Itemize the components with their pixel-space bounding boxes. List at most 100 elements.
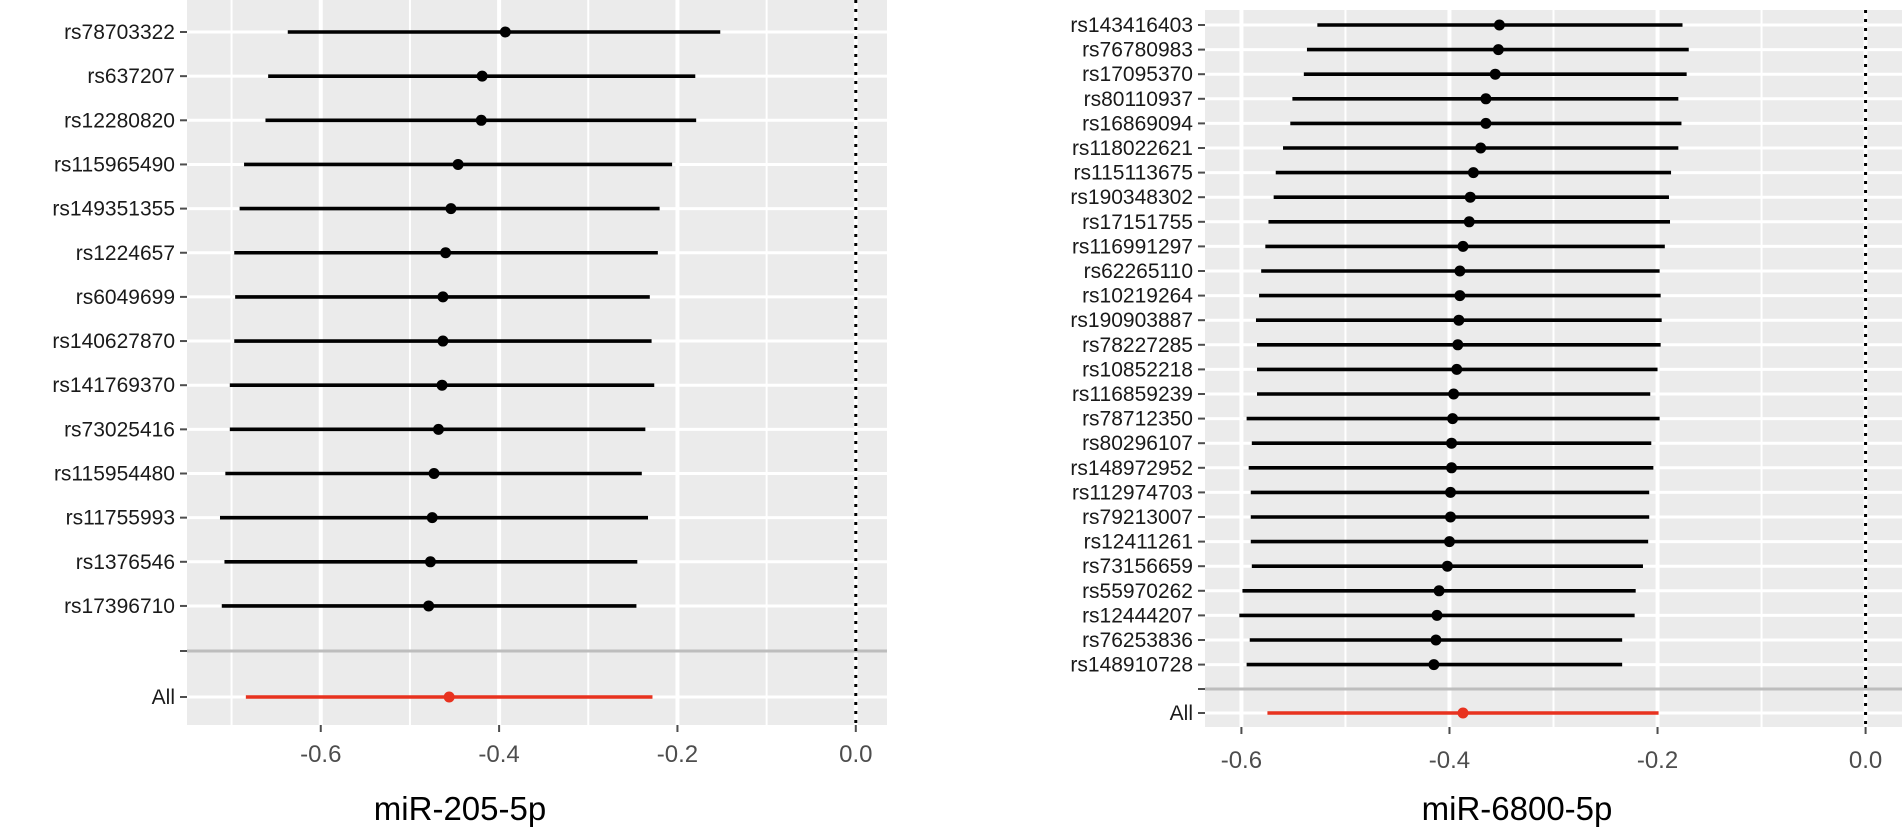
summary-label: All bbox=[152, 686, 175, 709]
snp-label: rs80296107 bbox=[1082, 432, 1193, 455]
x-tick-label: -0.2 bbox=[1637, 747, 1678, 774]
snp-label: rs115113675 bbox=[1074, 162, 1194, 185]
x-tick-label: -0.4 bbox=[478, 741, 519, 768]
snp-label: rs190903887 bbox=[1070, 309, 1193, 332]
snp-label: rs116859239 bbox=[1072, 383, 1193, 406]
snp-label: rs141769370 bbox=[52, 374, 175, 397]
snp-estimate-point bbox=[445, 203, 457, 215]
snp-estimate-point bbox=[1441, 560, 1453, 572]
snp-label: rs79213007 bbox=[1082, 506, 1193, 529]
snp-estimate-point bbox=[440, 247, 452, 259]
snp-label: rs115954480 bbox=[54, 463, 175, 486]
snp-label: rs78703322 bbox=[64, 21, 175, 44]
snp-estimate-point bbox=[1446, 437, 1458, 449]
forest-panel-2: rs143416403rs76780983rs17095370rs8011093… bbox=[1070, 10, 1902, 827]
x-tick-label: -0.2 bbox=[657, 741, 698, 768]
snp-estimate-point bbox=[1428, 659, 1440, 671]
snp-label: rs148910728 bbox=[1070, 654, 1193, 677]
snp-estimate-point bbox=[1489, 68, 1501, 80]
snp-estimate-point bbox=[1457, 240, 1469, 252]
snp-label: rs1224657 bbox=[76, 242, 175, 265]
snp-estimate-point bbox=[1480, 93, 1492, 105]
snp-label: rs10852218 bbox=[1082, 358, 1193, 381]
snp-estimate-point bbox=[426, 512, 438, 524]
snp-label: rs143416403 bbox=[1070, 14, 1193, 37]
snp-estimate-point bbox=[1454, 265, 1466, 277]
snp-label: rs115965490 bbox=[54, 153, 175, 176]
snp-label: rs76253836 bbox=[1082, 629, 1193, 652]
snp-estimate-point bbox=[1431, 609, 1443, 621]
snp-label: rs78712350 bbox=[1082, 408, 1193, 431]
snp-label: rs116991297 bbox=[1072, 235, 1193, 258]
forest-panel-1: rs78703322 rs637207 rs12280820 rs115965490 r… bbox=[52, 0, 887, 827]
snp-estimate-point bbox=[1448, 388, 1460, 400]
snp-estimate-point bbox=[1464, 191, 1476, 203]
snp-estimate-point bbox=[428, 468, 440, 479]
snp-estimate-point bbox=[1480, 117, 1492, 129]
snp-estimate-point bbox=[452, 158, 464, 170]
snp-estimate-point bbox=[1467, 167, 1479, 179]
x-tick-label: -0.4 bbox=[1429, 747, 1470, 774]
snp-estimate-point bbox=[1453, 314, 1465, 326]
snp-estimate-point bbox=[436, 379, 448, 391]
snp-estimate-point bbox=[1430, 634, 1442, 646]
snp-label: rs118022621 bbox=[1072, 137, 1193, 160]
snp-label: rs73025416 bbox=[64, 418, 175, 441]
snp-label: rs1376546 bbox=[76, 551, 175, 574]
snp-estimate-point bbox=[423, 600, 435, 612]
snp-label: rs76780983 bbox=[1082, 39, 1193, 62]
snp-label: rs148972952 bbox=[1070, 457, 1193, 480]
snp-label: rs12444207 bbox=[1082, 604, 1193, 627]
summary-estimate-point bbox=[443, 691, 455, 703]
x-tick-label: -0.6 bbox=[300, 741, 341, 768]
snp-label: rs637207 bbox=[87, 65, 175, 88]
snp-label: rs149351355 bbox=[52, 198, 175, 221]
x-tick-label: -0.6 bbox=[1221, 747, 1262, 774]
snp-label: rs140627870 bbox=[52, 330, 175, 353]
snp-label: rs62265110 bbox=[1084, 260, 1193, 283]
x-tick-label: 0.0 bbox=[839, 741, 872, 768]
summary-label: All bbox=[1170, 702, 1193, 725]
plot-panel-background bbox=[187, 0, 887, 725]
snp-estimate-point bbox=[437, 291, 449, 303]
snp-estimate-point bbox=[1463, 216, 1475, 228]
snp-estimate-point bbox=[476, 70, 488, 82]
snp-label: rs73156659 bbox=[1082, 555, 1193, 578]
snp-estimate-point bbox=[1475, 142, 1487, 154]
snp-estimate-point bbox=[499, 26, 511, 38]
snp-estimate-point bbox=[1445, 486, 1457, 498]
snp-label: rs112974703 bbox=[1072, 481, 1193, 504]
snp-label: rs12411261 bbox=[1084, 531, 1193, 554]
x-axis-title: miR-205-5p bbox=[374, 790, 546, 827]
snp-label: rs11755993 bbox=[66, 507, 175, 530]
x-axis-title: miR-6800-5p bbox=[1422, 790, 1613, 827]
snp-label: rs17151755 bbox=[1082, 211, 1193, 234]
snp-estimate-point bbox=[1452, 339, 1464, 351]
snp-label: rs80110937 bbox=[1084, 88, 1193, 111]
snp-label: rs78227285 bbox=[1082, 334, 1193, 357]
snp-estimate-point bbox=[432, 423, 444, 435]
snp-label: rs190348302 bbox=[1070, 186, 1193, 209]
snp-label: rs6049699 bbox=[76, 286, 175, 309]
snp-estimate-point bbox=[1447, 413, 1459, 425]
snp-label: rs10219264 bbox=[1082, 285, 1193, 308]
snp-estimate-point bbox=[1446, 462, 1458, 474]
snp-label: rs55970262 bbox=[1082, 580, 1193, 603]
snp-estimate-point bbox=[424, 556, 436, 568]
snp-estimate-point bbox=[1433, 585, 1445, 597]
snp-label: rs16869094 bbox=[1082, 112, 1193, 135]
snp-estimate-point bbox=[1445, 511, 1457, 523]
x-tick-label: 0.0 bbox=[1849, 747, 1882, 774]
snp-label: rs17396710 bbox=[64, 595, 175, 618]
summary-estimate-point bbox=[1457, 707, 1469, 719]
snp-estimate-point bbox=[1443, 536, 1455, 548]
snp-estimate-point bbox=[1492, 44, 1504, 56]
snp-estimate-point bbox=[1454, 290, 1466, 302]
snp-estimate-point bbox=[1451, 363, 1463, 375]
snp-estimate-point bbox=[1493, 19, 1505, 31]
snp-estimate-point bbox=[475, 114, 487, 126]
snp-estimate-point bbox=[437, 335, 449, 347]
snp-label: rs17095370 bbox=[1082, 63, 1193, 86]
